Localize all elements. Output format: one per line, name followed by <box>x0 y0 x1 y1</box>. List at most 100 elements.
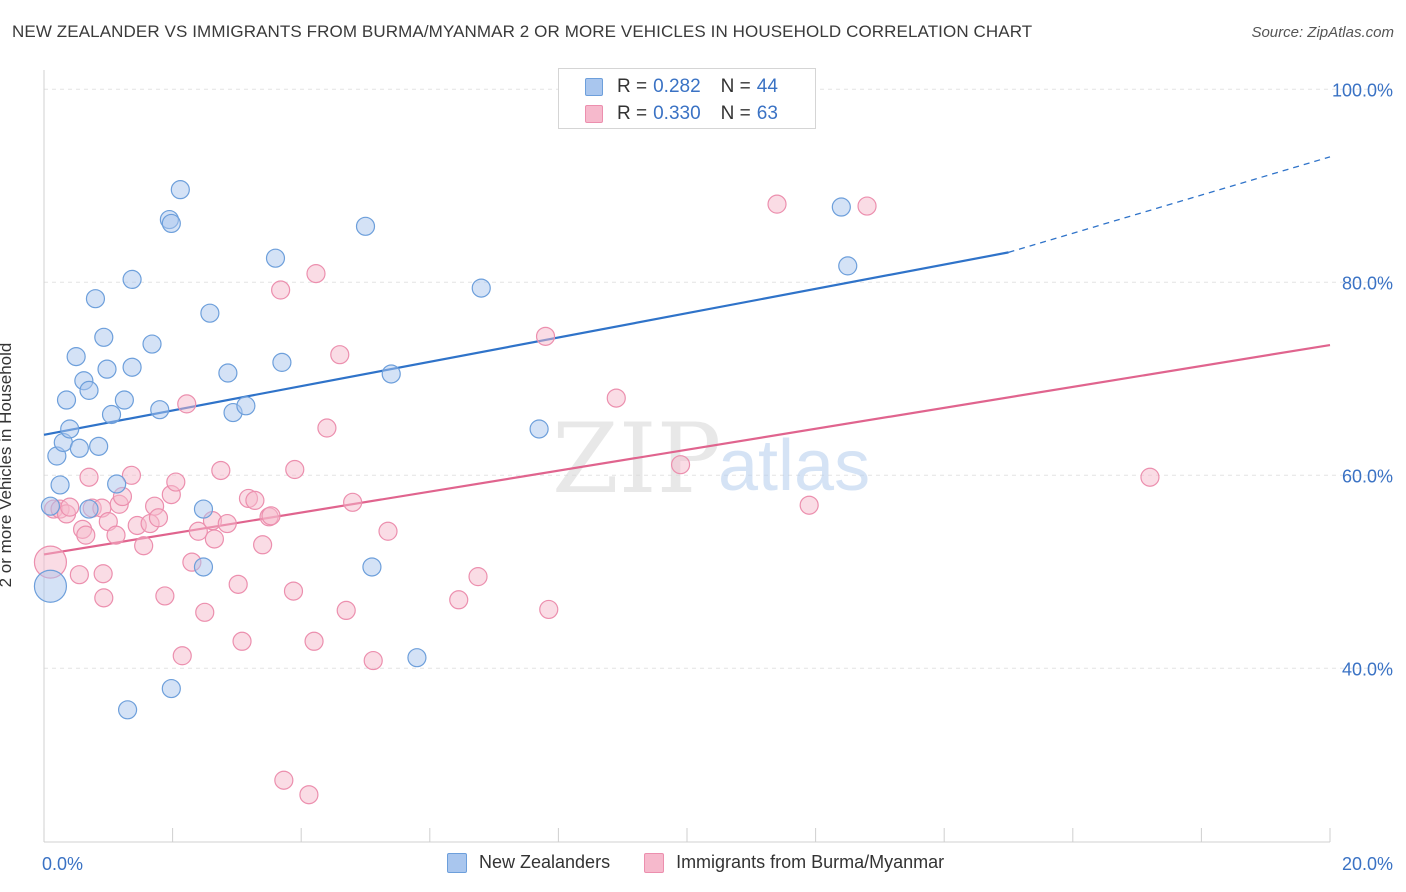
mm-point <box>211 460 231 481</box>
mm-point <box>232 631 252 651</box>
data-points <box>33 180 1160 805</box>
mm-point <box>449 590 469 610</box>
mm-point <box>60 497 80 517</box>
mm-point <box>172 646 192 666</box>
nz-point <box>79 499 99 519</box>
mm-point <box>155 586 175 606</box>
nz-point <box>236 396 256 416</box>
legend-row-nz: R = 0.282 N = 44 <box>585 76 778 98</box>
series-legend: New Zealanders Immigrants from Burma/Mya… <box>447 852 978 873</box>
mm-point <box>304 631 324 651</box>
mm-point <box>121 465 142 485</box>
mm-r-value: 0.330 <box>653 103 701 124</box>
legend-label-mm: Immigrants from Burma/Myanmar <box>676 852 945 872</box>
mm-point <box>468 567 488 587</box>
nz-point <box>381 364 401 384</box>
mm-point <box>195 602 215 622</box>
legend-row-mm: R = 0.330 N = 63 <box>585 103 778 125</box>
mm-point <box>274 770 294 790</box>
mm-point <box>228 574 248 594</box>
mm-point <box>177 394 197 414</box>
mm-point <box>93 564 113 584</box>
nz-point <box>193 557 214 577</box>
nz-point <box>272 352 292 372</box>
nz-point <box>161 678 181 699</box>
mm-point <box>79 467 99 487</box>
axes <box>43 70 1331 843</box>
nz-point <box>150 400 170 420</box>
nz-point <box>114 390 134 410</box>
mm-point <box>76 525 96 545</box>
nz-point <box>831 197 851 217</box>
mm-point <box>94 588 114 608</box>
mm-point <box>306 264 326 284</box>
nz-point <box>60 419 80 439</box>
nz-point <box>838 256 858 276</box>
legend-swatch-mm <box>644 852 665 873</box>
nz-point <box>117 700 138 720</box>
mm-point <box>535 326 556 346</box>
mm-n-label: N = <box>720 103 751 124</box>
nz-r-label: R = <box>617 76 648 97</box>
mm-point <box>317 418 337 438</box>
mm-point <box>245 490 265 510</box>
mm-point <box>261 506 281 526</box>
y-tick-label: 40.0% <box>1342 659 1393 679</box>
mm-point <box>148 508 169 528</box>
legend-label-nz: New Zealanders <box>479 852 611 872</box>
mm-point <box>204 529 224 549</box>
nz-point <box>529 419 549 439</box>
nz-point <box>407 648 427 668</box>
nz-point <box>94 327 114 347</box>
nz-point <box>471 278 491 298</box>
nz-point <box>122 269 142 290</box>
correlation-legend: R = 0.282 N = 44 R = 0.330 N = 63 <box>558 68 816 129</box>
mm-n-value: 63 <box>756 103 778 124</box>
nz-point <box>85 289 106 309</box>
nz-point <box>97 359 117 379</box>
nz-point <box>362 557 382 577</box>
mm-point <box>670 455 691 475</box>
watermark-atlas: atlas <box>718 426 870 506</box>
nz-point <box>40 496 61 516</box>
mm-point <box>857 196 877 216</box>
y-tick-label: 100.0% <box>1332 80 1393 100</box>
mm-point <box>539 599 559 620</box>
nz-point <box>193 499 214 519</box>
nz-point <box>218 363 238 383</box>
nz-point <box>56 390 77 410</box>
nz-point <box>265 248 286 268</box>
nz-point <box>161 213 181 234</box>
nz-point <box>69 438 89 458</box>
nz-r-value: 0.282 <box>653 76 701 97</box>
nz-point <box>355 216 376 236</box>
mm-point <box>283 581 304 601</box>
nz-point <box>89 436 109 456</box>
mm-point <box>1140 467 1160 487</box>
nz-swatch <box>585 78 603 96</box>
mm-point <box>106 525 126 545</box>
legend-item-nz: New Zealanders <box>447 852 610 873</box>
nz-point <box>79 380 99 400</box>
mm-point <box>253 535 273 555</box>
nz-trend-line-extension <box>1008 156 1331 254</box>
mm-point <box>343 492 363 512</box>
y-tick-label: 60.0% <box>1342 466 1393 486</box>
nz-point <box>66 347 86 367</box>
mm-point <box>330 345 350 365</box>
x-tick-label: 20.0% <box>1342 854 1393 874</box>
legend-item-mm: Immigrants from Burma/Myanmar <box>644 852 944 873</box>
y-tick-label: 80.0% <box>1342 273 1393 293</box>
nz-point <box>200 303 220 323</box>
nz-point <box>50 475 70 495</box>
nz-n-label: N = <box>720 76 751 97</box>
x-tick-label: 0.0% <box>42 854 83 874</box>
tick-labels: 40.0% 60.0% 80.0% 100.0% 0.0% 20.0% <box>42 80 1393 874</box>
nz-point <box>101 404 122 425</box>
mm-point <box>378 521 398 541</box>
nz-point <box>107 474 127 494</box>
nz-point <box>33 569 68 603</box>
mm-trend-line <box>43 343 1331 556</box>
nz-point <box>142 334 162 354</box>
mm-swatch <box>585 105 603 123</box>
